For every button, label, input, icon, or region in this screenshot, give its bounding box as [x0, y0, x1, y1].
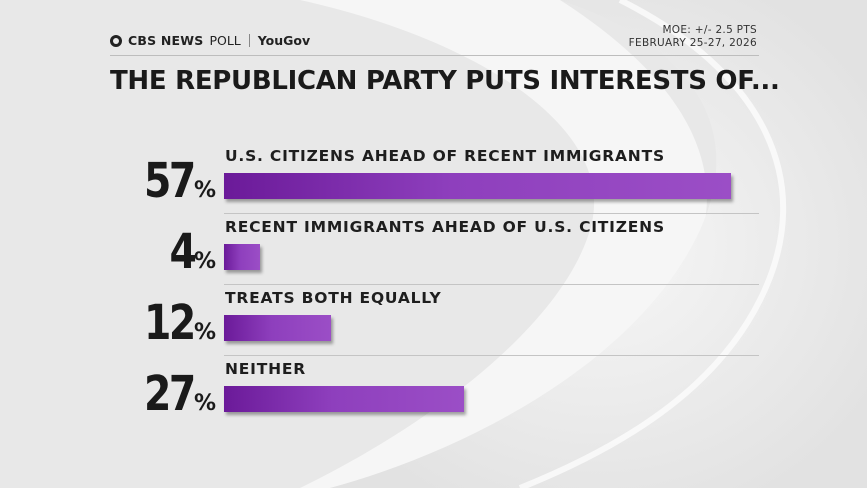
bar	[224, 173, 731, 199]
brand-suffix: POLL	[209, 33, 241, 48]
value-label: 12%	[133, 299, 216, 347]
category-label: TREATS BOTH EQUALLY	[225, 289, 442, 307]
category-label: NEITHER	[225, 360, 306, 378]
chart-title: THE REPUBLICAN PARTY PUTS INTERESTS OF..…	[110, 66, 780, 96]
partner-name: YouGov	[257, 33, 311, 48]
percent-sign: %	[193, 178, 216, 203]
chart-row: 4% RECENT IMMIGRANTS AHEAD OF U.S. CITIZE…	[0, 214, 867, 285]
chart-row: 12% TREATS BOTH EQUALLY	[0, 285, 867, 356]
row-divider	[224, 213, 759, 214]
chart-row: 27% NEITHER	[0, 356, 867, 426]
bar	[224, 386, 465, 412]
header-rule	[110, 55, 759, 56]
margin-of-error: MOE: +/- 2.5 PTS	[662, 24, 757, 36]
percent-sign: %	[193, 391, 216, 416]
brand-divider	[248, 34, 250, 47]
value-number: 27	[144, 366, 196, 422]
category-label: U.S. CITIZENS AHEAD OF RECENT IMMIGRANTS	[225, 147, 665, 165]
brand-name: CBS NEWS	[128, 33, 204, 48]
bar	[224, 315, 331, 341]
poll-branding: CBS NEWS POLL YouGov	[110, 33, 310, 48]
value-number: 4	[169, 224, 196, 280]
percent-sign: %	[193, 249, 216, 274]
percent-sign: %	[193, 320, 216, 345]
category-label: RECENT IMMIGRANTS AHEAD OF U.S. CITIZENS	[225, 218, 665, 236]
poll-dates: FEBRUARY 25-27, 2026	[628, 37, 757, 49]
cbs-eye-icon	[110, 34, 122, 47]
value-label: 27%	[133, 370, 216, 418]
chart-row: 57% U.S. CITIZENS AHEAD OF RECENT IMMIGRA…	[0, 143, 867, 214]
value-number: 12	[144, 295, 196, 351]
row-divider	[224, 355, 759, 356]
row-divider	[224, 284, 759, 285]
bar	[224, 244, 260, 270]
value-number: 57	[144, 153, 196, 209]
value-label: 4%	[164, 228, 216, 276]
value-label: 57%	[133, 157, 216, 205]
poll-info: MOE: +/- 2.5 PTS FEBRUARY 25-27, 2026	[629, 24, 757, 50]
